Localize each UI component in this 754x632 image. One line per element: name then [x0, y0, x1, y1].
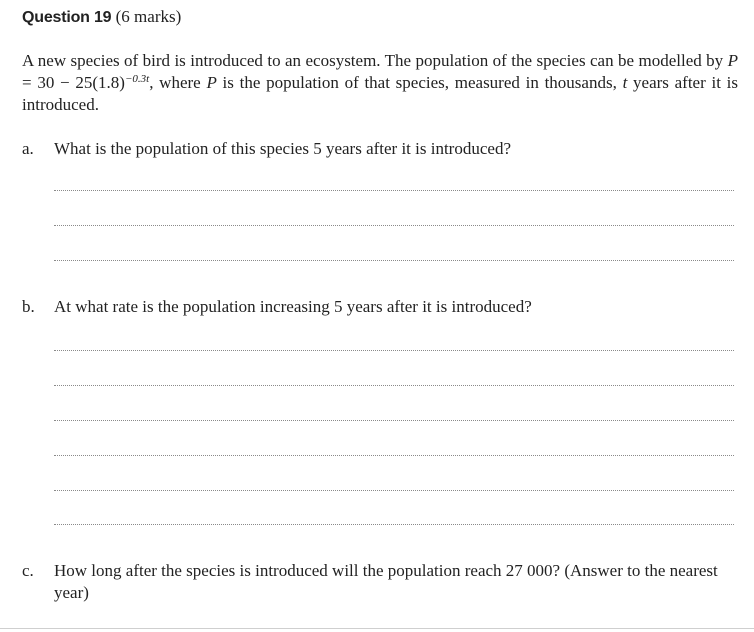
answer-line[interactable]	[54, 225, 734, 226]
stem-text-1: A new species of bird is introduced to a…	[22, 51, 728, 70]
stem-variable-p-2: P	[206, 73, 217, 92]
stem-exponent: −0.3t	[124, 73, 150, 85]
answer-line[interactable]	[54, 260, 734, 261]
answer-line[interactable]	[54, 524, 734, 525]
question-stem: A new species of bird is introduced to a…	[22, 50, 738, 116]
answer-line[interactable]	[54, 190, 734, 191]
stem-variable-t: t	[622, 73, 628, 92]
question-marks: (6 marks)	[115, 7, 182, 26]
stem-variable-p: P	[727, 51, 738, 70]
answer-line[interactable]	[54, 350, 734, 351]
part-c-label: c.	[22, 561, 34, 580]
stem-text-3: is the population of that species, measu…	[216, 73, 623, 92]
stem-text-4: years after it is introduced.	[22, 73, 739, 114]
part-b-question: At what rate is the population increasin…	[54, 297, 532, 316]
part-b-label: b.	[22, 297, 35, 316]
answer-line[interactable]	[54, 455, 734, 456]
question-heading: Question 19 (6 marks)	[22, 6, 181, 29]
answer-line[interactable]	[54, 385, 734, 386]
question-number: Question 19	[22, 9, 112, 26]
part-a-label: a.	[22, 139, 34, 158]
part-c-question: How long after the species is introduced…	[54, 561, 718, 602]
answer-line[interactable]	[54, 490, 734, 491]
answer-line[interactable]	[54, 420, 734, 421]
stem-equation: = 30 − 25(1.8)	[22, 73, 125, 92]
page-bottom-divider	[0, 628, 754, 629]
part-a-question: What is the population of this species 5…	[54, 139, 511, 158]
stem-text-2: , where	[149, 73, 207, 92]
